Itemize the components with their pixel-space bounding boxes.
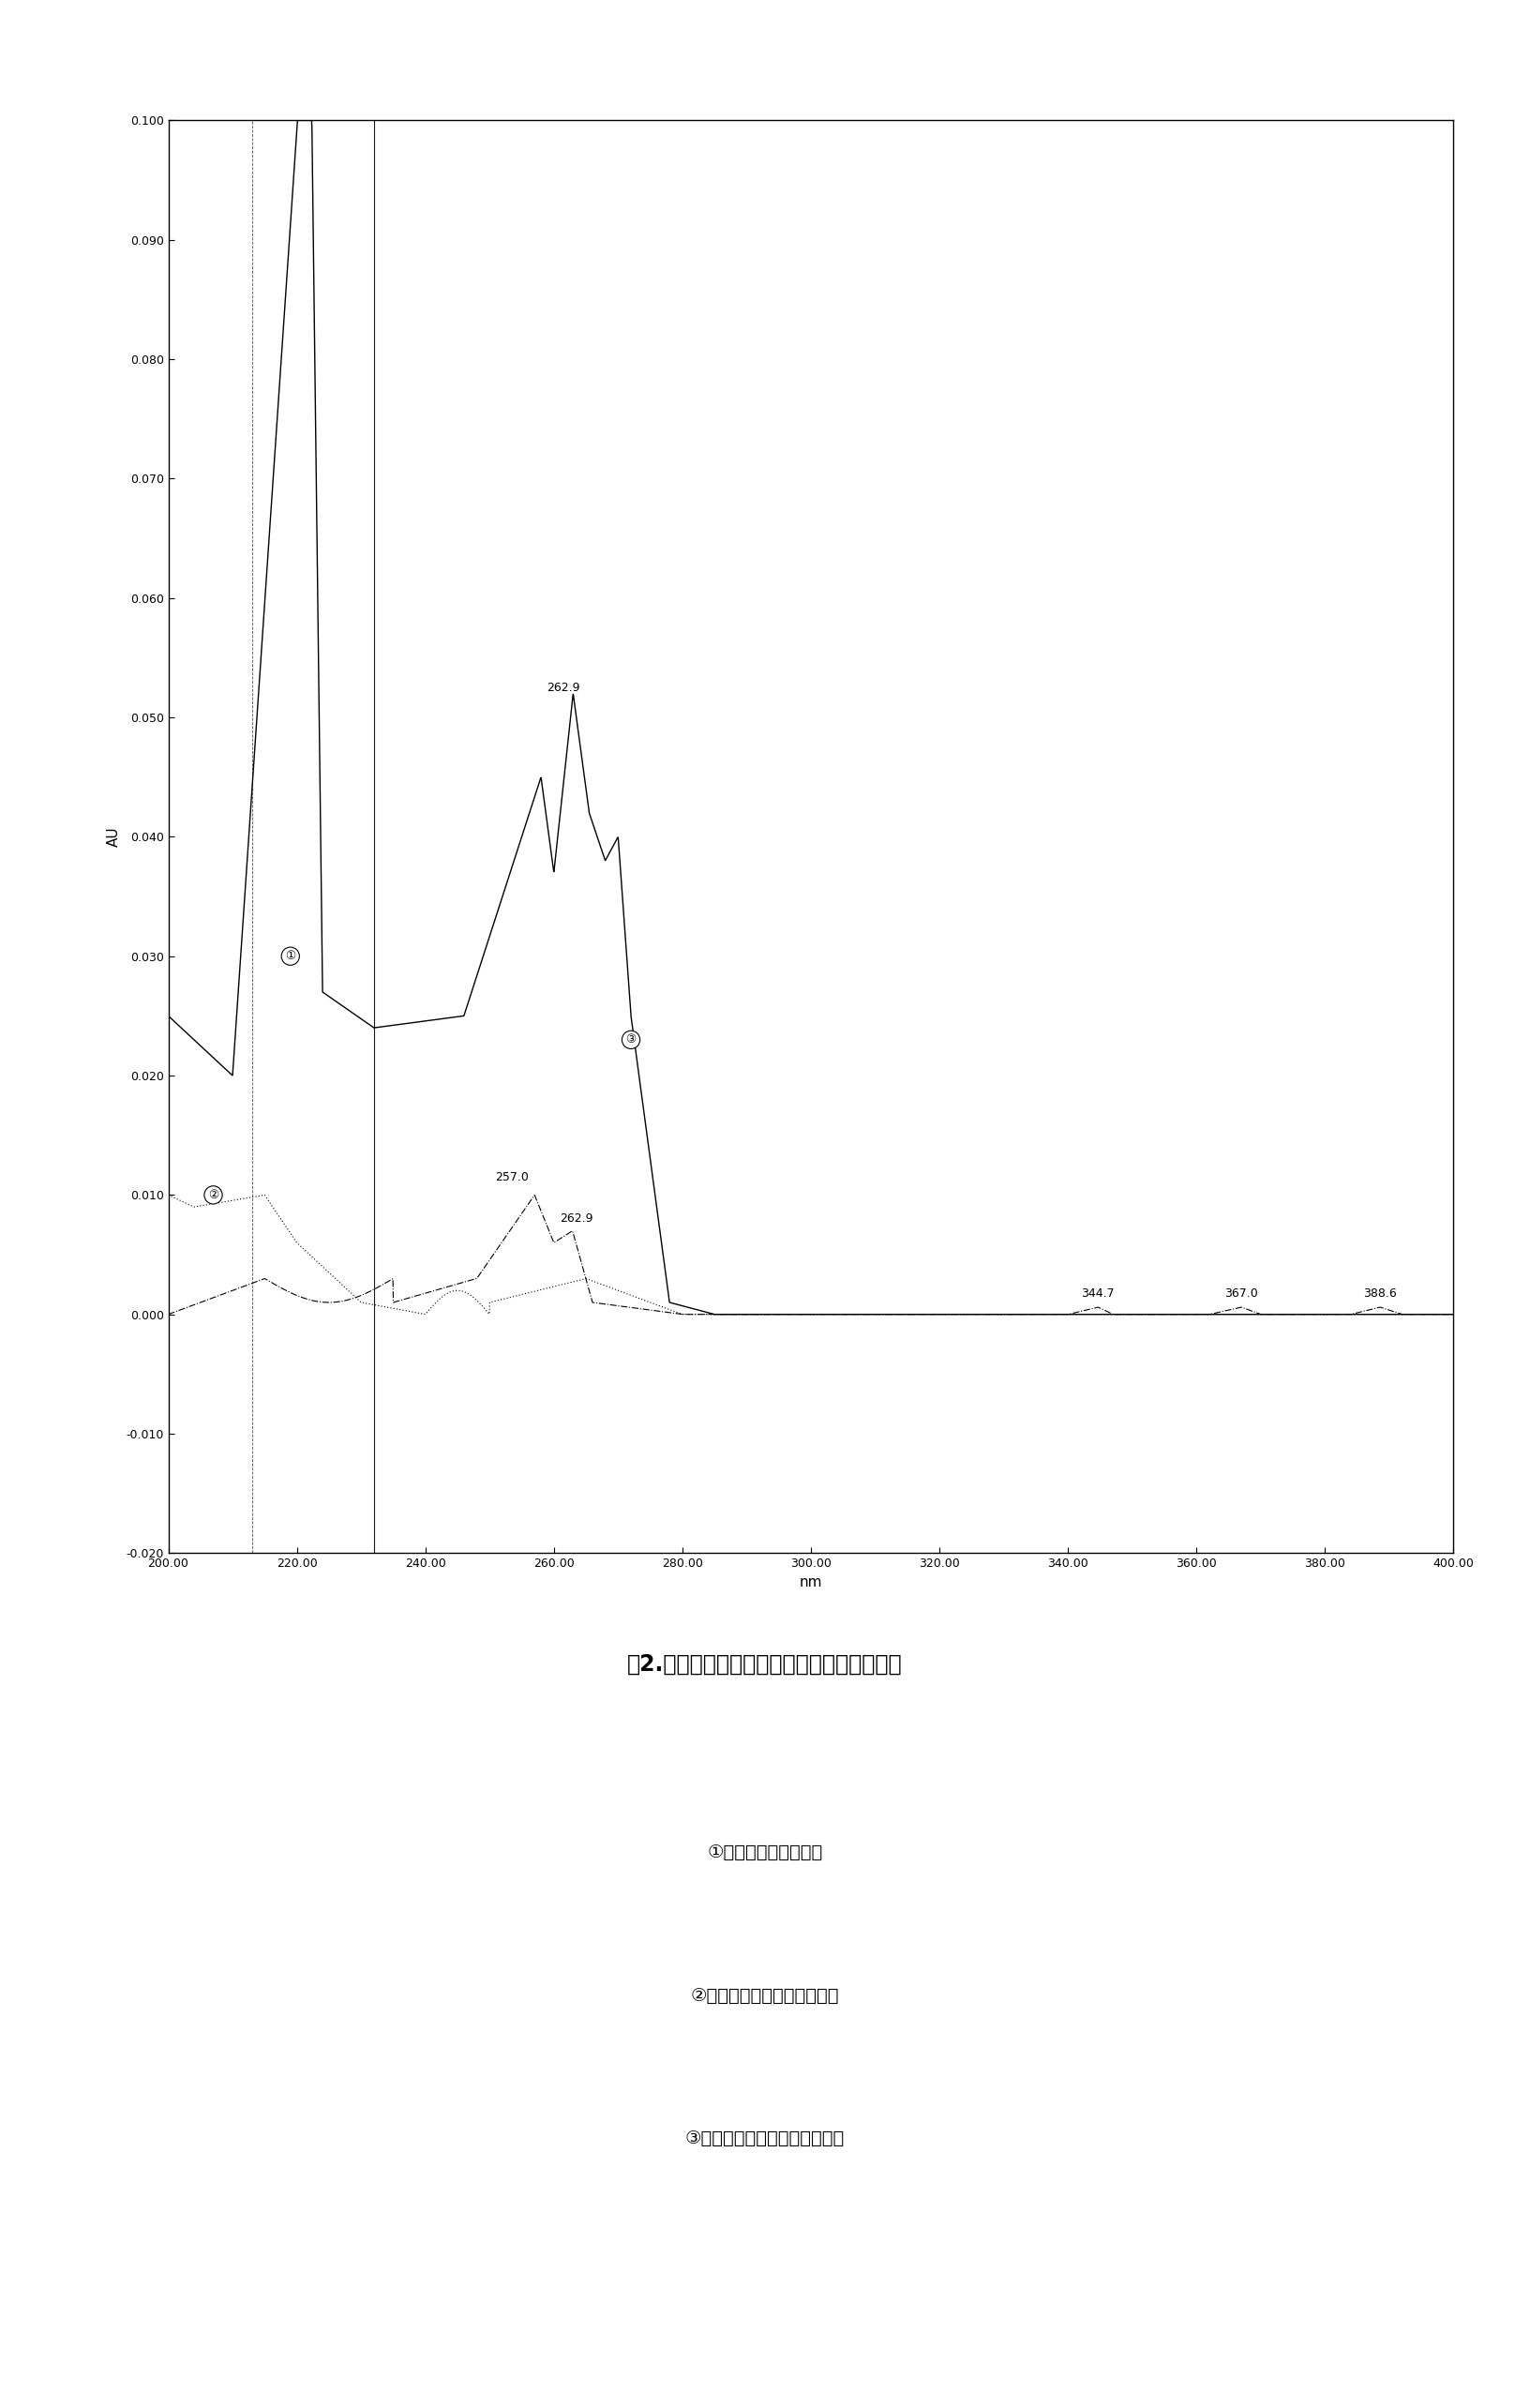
Text: ③: ③ [626, 1033, 636, 1045]
Text: 图2.布洛伪麻那敏片含量测定紫外光谱扫描图: 图2.布洛伪麻那敏片含量测定紫外光谱扫描图 [627, 1652, 903, 1676]
X-axis label: nm: nm [799, 1575, 823, 1589]
Text: ②盐酸伪麻黄碱紫外光谱曲线: ②盐酸伪麻黄碱紫外光谱曲线 [690, 1987, 840, 2003]
Text: 344.7: 344.7 [1082, 1288, 1115, 1300]
Text: ①: ① [285, 951, 295, 963]
Text: 262.9: 262.9 [546, 681, 580, 694]
Y-axis label: AU: AU [107, 826, 121, 848]
Text: ①布洛芬紫外光谱曲线: ①布洛芬紫外光谱曲线 [707, 1845, 823, 1861]
Text: ②: ② [208, 1190, 219, 1202]
Text: 388.6: 388.6 [1363, 1288, 1397, 1300]
Text: 367.0: 367.0 [1224, 1288, 1258, 1300]
Text: 257.0: 257.0 [496, 1170, 529, 1182]
Text: ③马来酸氯苯那敏紫外光谱曲线: ③马来酸氯苯那敏紫外光谱曲线 [685, 2129, 845, 2148]
Text: 262.9: 262.9 [560, 1214, 594, 1226]
